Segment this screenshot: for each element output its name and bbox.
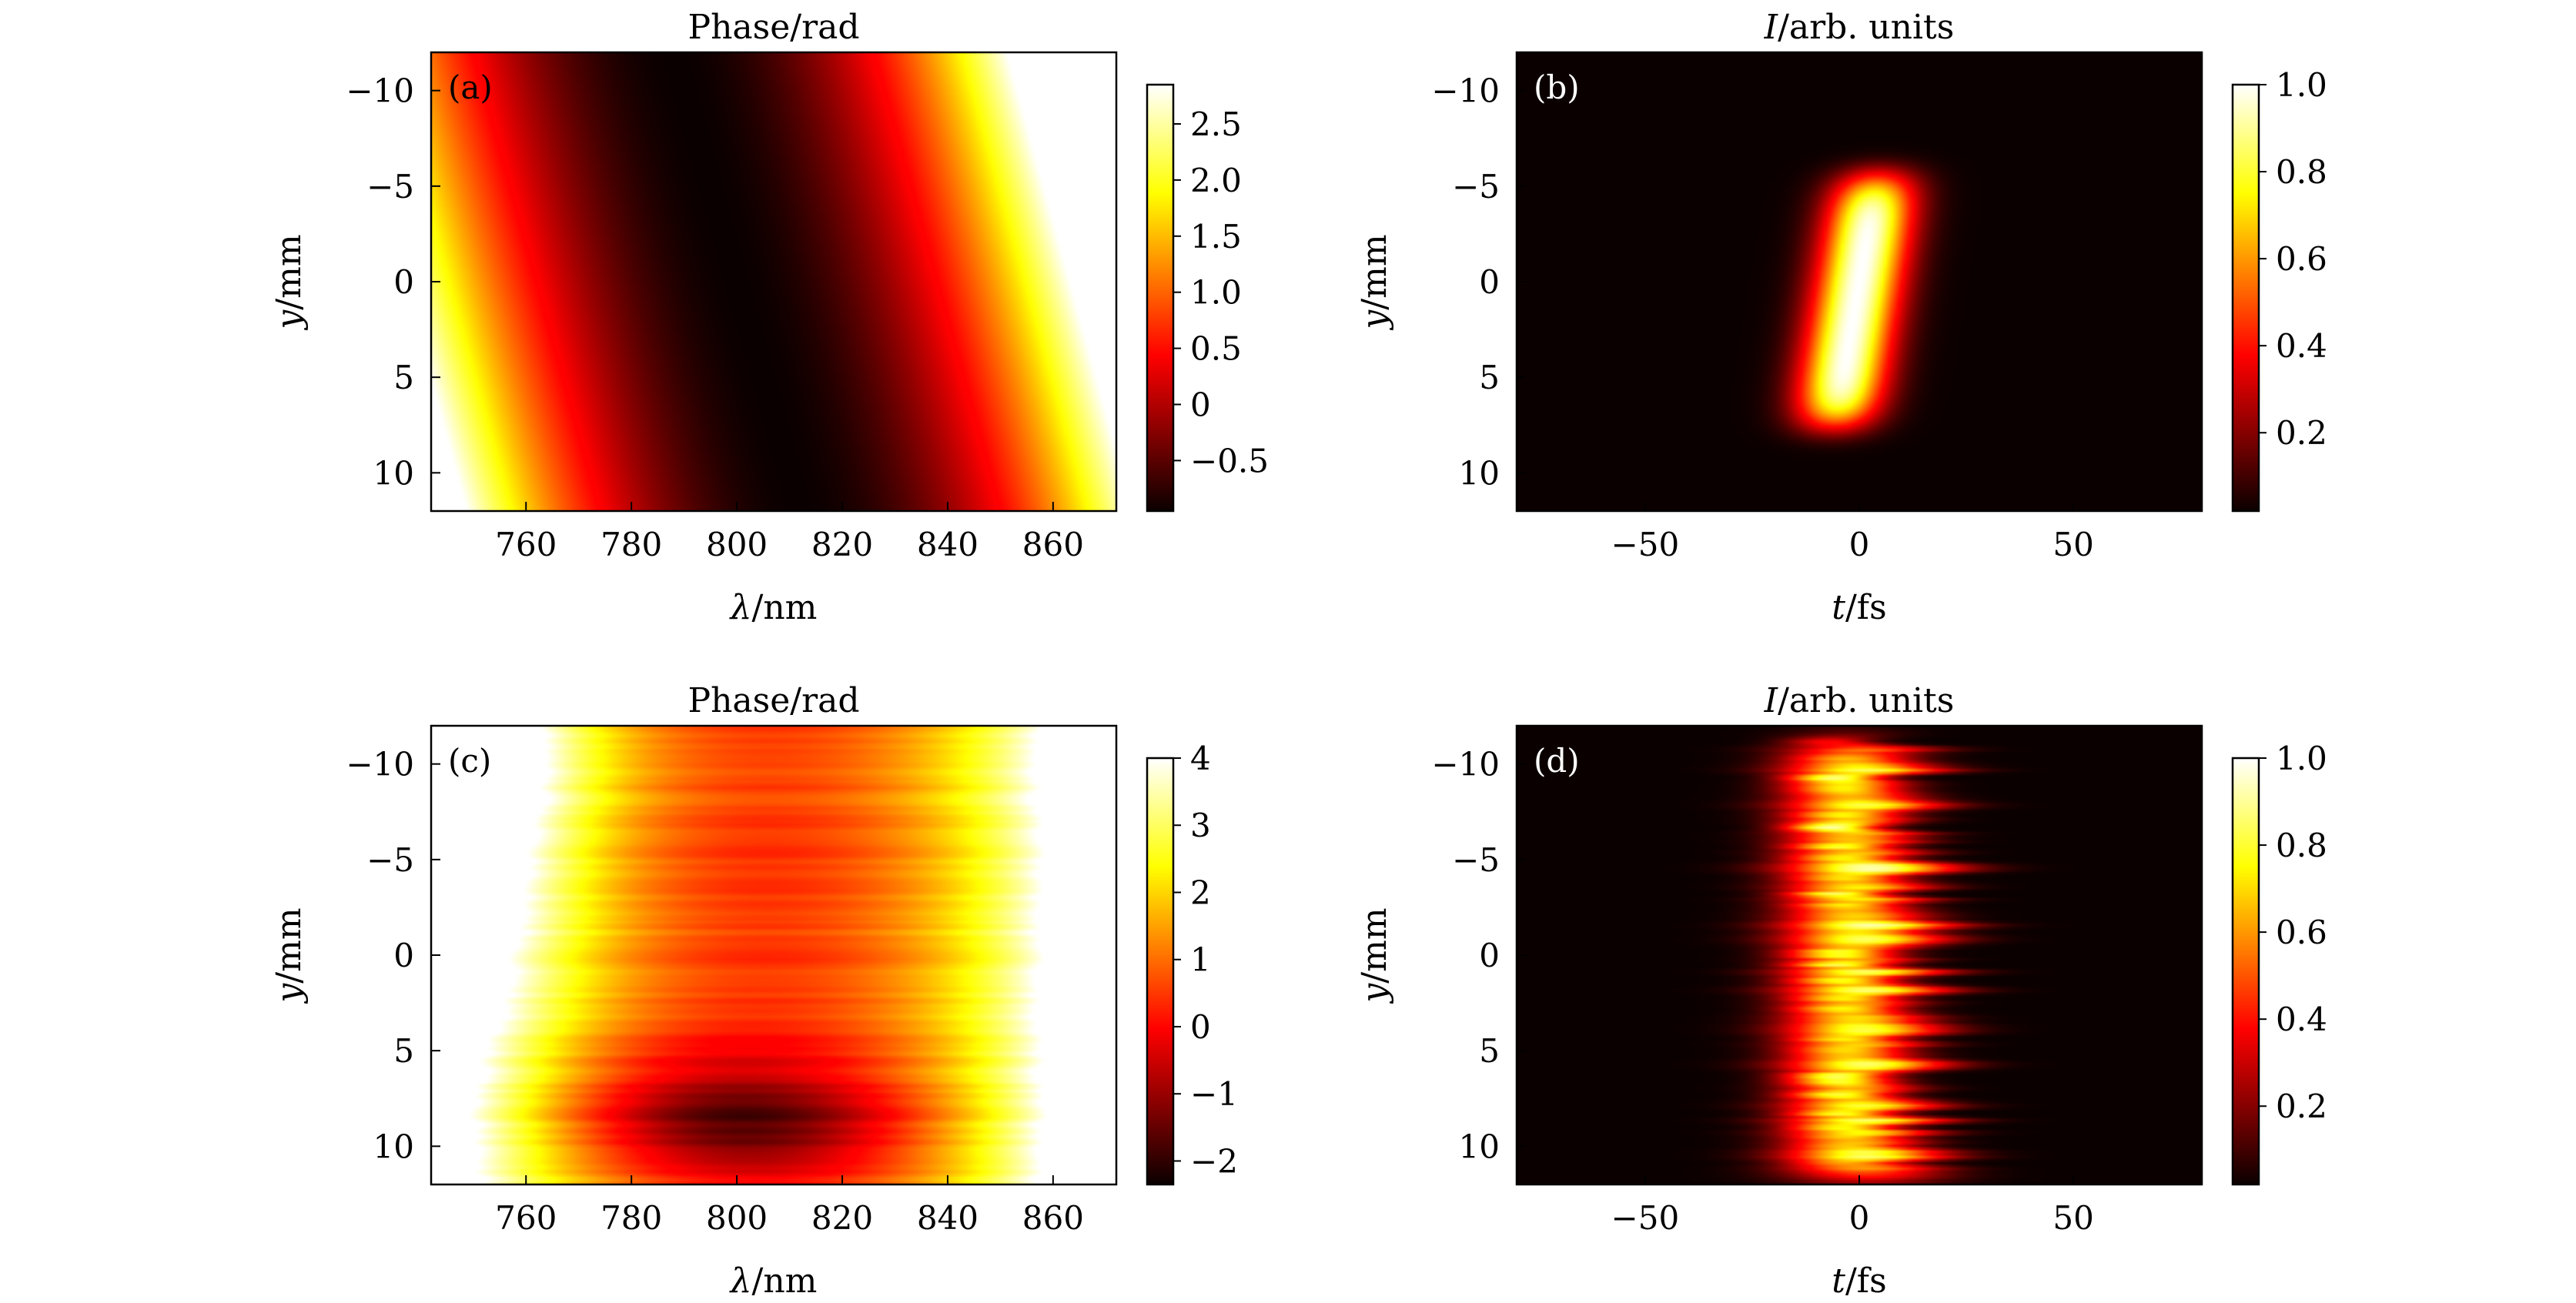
x-axis-label: λ/nm [729, 588, 818, 627]
colorbar [1146, 83, 1175, 513]
colorbar-tick-label: −1 [1190, 1075, 1238, 1113]
x-tick-label: 840 [917, 1199, 979, 1237]
colorbar-tick-label: 0.2 [2276, 414, 2327, 452]
colorbar-tick-label: 0.6 [2276, 240, 2327, 278]
y-tick-label: −10 [346, 746, 414, 783]
y-axis-label: y/mm [1355, 234, 1394, 330]
heatmap-image [1517, 726, 2202, 1184]
y-tick-label: 5 [1479, 359, 1500, 396]
heatmap-image [431, 52, 1116, 511]
x-tick-label: 780 [601, 526, 662, 563]
y-tick-label: −10 [346, 72, 414, 110]
y-tick-label: −10 [1431, 72, 1500, 110]
x-tick-label: −50 [1611, 526, 1680, 563]
y-tick-label: −5 [366, 168, 414, 205]
y-tick-label: 10 [1459, 454, 1500, 492]
y-tick-label: 5 [393, 359, 414, 396]
x-tick-label: 860 [1022, 1199, 1084, 1237]
colorbar-tick-label: 0.8 [2276, 153, 2327, 191]
colorbar-tick-label: 0 [1190, 386, 1211, 424]
x-axis-label: λ/nm [729, 1261, 818, 1301]
x-tick-label: −50 [1611, 1199, 1680, 1237]
y-tick-label: 5 [1479, 1032, 1500, 1070]
colorbar-tick-label: 0.2 [2276, 1088, 2327, 1125]
x-tick-label: 800 [706, 1199, 768, 1237]
colorbar-tick-label: 0.5 [1190, 330, 1242, 368]
y-tick-label: −5 [1452, 168, 1500, 205]
y-tick-label: −10 [1431, 746, 1500, 783]
panel-label: (b) [1534, 68, 1580, 106]
colorbar-tick-label: 0.4 [2276, 327, 2327, 365]
y-axis-label: y/mm [269, 234, 309, 330]
colorbar-tick-label: 0 [1190, 1008, 1211, 1046]
y-axis-label: y/mm [1355, 907, 1394, 1004]
x-tick-label: 860 [1022, 526, 1084, 563]
y-tick-label: 0 [1479, 937, 1500, 974]
x-tick-label: 820 [811, 1199, 873, 1237]
colorbar-tick-label: 1.0 [2276, 740, 2327, 777]
x-tick-label: 760 [495, 1199, 557, 1237]
colorbar-tick-label: 0.8 [2276, 827, 2327, 864]
x-tick-label: 50 [2052, 1199, 2093, 1237]
x-tick-label: 760 [495, 526, 557, 563]
y-tick-label: 10 [373, 1128, 414, 1165]
y-tick-label: 5 [393, 1032, 414, 1070]
colorbar-tick-label: 4 [1190, 740, 1211, 777]
colorbar-tick-label: 2.0 [1190, 162, 1242, 199]
y-tick-label: 0 [393, 263, 414, 301]
colorbar-tick-label: 1.0 [1190, 274, 1242, 312]
colorbar [1146, 757, 1175, 1186]
y-tick-label: 10 [1459, 1128, 1500, 1165]
colorbar-tick-label: 3 [1190, 807, 1211, 844]
colorbar-tick-label: 1 [1190, 941, 1211, 979]
colorbar-tick-label: 0.4 [2276, 1001, 2327, 1038]
y-axis-label: y/mm [269, 907, 309, 1004]
chart-title: I/arb. units [1764, 681, 1955, 720]
y-tick-label: 0 [393, 937, 414, 974]
panel-0: (a) Phase/rad 760 780 800 820 840 860 −10 −5 0 5 10 λ… [269, 8, 1269, 627]
x-tick-label: 0 [1849, 526, 1870, 563]
y-tick-label: −5 [1452, 841, 1500, 879]
colorbar-tick-label: 2.5 [1190, 105, 1242, 143]
panel-label: (d) [1534, 742, 1580, 780]
colorbar [2231, 83, 2260, 513]
x-axis-label: t/fs [1832, 588, 1886, 627]
x-tick-label: 0 [1849, 1199, 1870, 1237]
colorbar-tick-label: −0.5 [1190, 442, 1269, 479]
chart-title: Phase/rad [687, 681, 859, 720]
panel-1: (b)I/arb. units−50 0 50−10−50510t/fsy/mm0.… [1355, 8, 2327, 627]
colorbar-tick-label: −2 [1190, 1142, 1238, 1180]
x-tick-label: 820 [811, 526, 873, 563]
colorbar-tick-label: 1.5 [1190, 218, 1242, 256]
chart-title: I/arb. units [1764, 8, 1955, 47]
heatmap-image [1517, 52, 2202, 511]
colorbar [2231, 757, 2260, 1186]
colorbar-tick-label: 0.6 [2276, 914, 2327, 951]
colorbar-tick-label: 2 [1190, 874, 1211, 911]
colorbar-tick-label: 1.0 [2276, 66, 2327, 104]
chart-title: Phase/rad [687, 8, 859, 47]
x-tick-label: 780 [601, 1199, 662, 1237]
x-axis-label: t/fs [1832, 1261, 1886, 1301]
y-tick-label: 10 [373, 454, 414, 492]
panel-label: (c) [448, 742, 491, 780]
x-tick-label: 50 [2052, 526, 2093, 563]
y-tick-label: −5 [366, 841, 414, 879]
panel-label: (a) [448, 68, 493, 106]
x-tick-label: 840 [917, 526, 979, 563]
panel-3: (d)I/arb. units−50 0 50−10−50510t/fsy/mm0.… [1355, 681, 2327, 1301]
y-tick-label: 0 [1479, 263, 1500, 301]
x-tick-label: 800 [706, 526, 768, 563]
heatmap-image [431, 726, 1116, 1184]
